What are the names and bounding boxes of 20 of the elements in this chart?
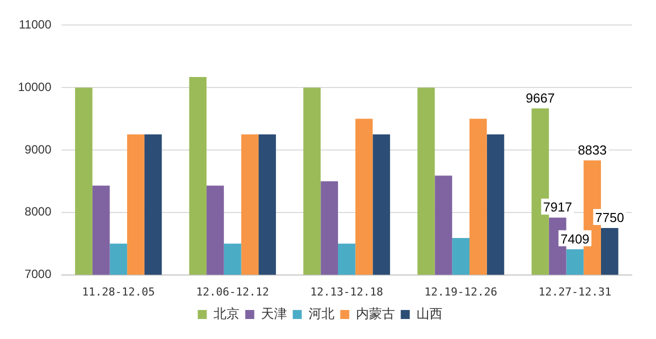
- legend-label: 山西: [416, 306, 442, 322]
- y-tick-label: 10000: [18, 80, 52, 94]
- y-tick-label: 11000: [18, 18, 52, 32]
- legend-label: 天津: [260, 306, 287, 322]
- x-tick-label: 12.27-12.31: [538, 285, 612, 298]
- y-tick-label: 8000: [24, 204, 52, 219]
- x-tick-label: 12.13-12.18: [310, 285, 384, 298]
- x-tick-label: 11.28-12.05: [82, 285, 155, 298]
- legend-label: 北京: [213, 306, 240, 322]
- data-label: 9667: [526, 90, 555, 106]
- y-tick-label: 9000: [24, 142, 52, 156]
- y-tick-label: 7000: [24, 267, 52, 282]
- data-label: 7409: [560, 231, 590, 246]
- x-tick-label: 12.19-12.26: [424, 285, 498, 298]
- legend-label: 河北: [308, 306, 334, 322]
- legend-label: 内蒙古: [356, 306, 395, 322]
- data-label: 8833: [578, 142, 607, 158]
- data-label: 7917: [543, 200, 572, 215]
- data-label: 7750: [595, 210, 624, 226]
- x-tick-label: 12.06-12.12: [196, 285, 269, 298]
